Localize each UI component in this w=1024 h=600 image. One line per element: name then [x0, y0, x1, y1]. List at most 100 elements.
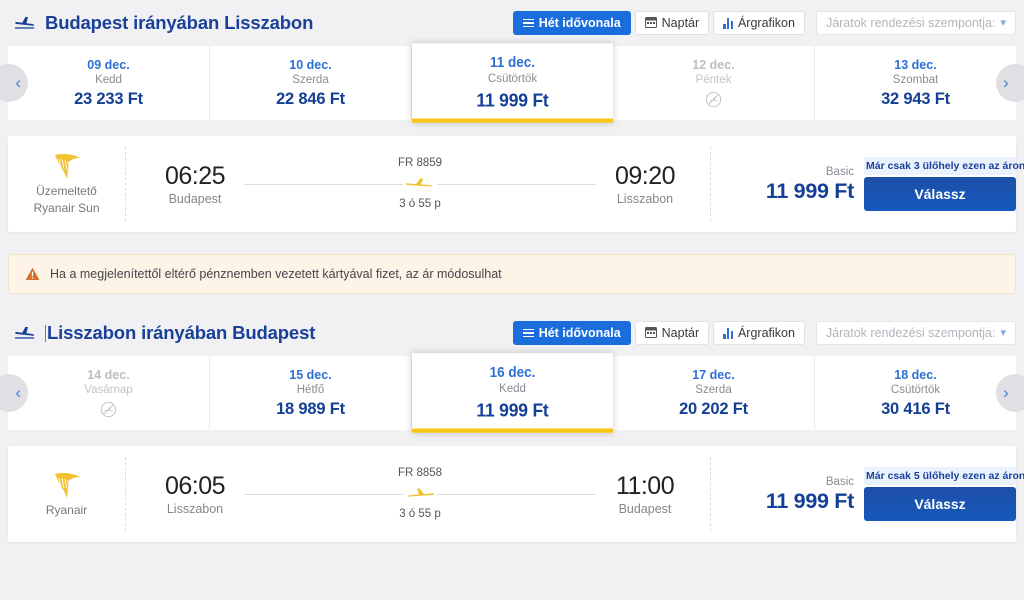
- tab-week-timeline-outbound[interactable]: Hét idővonala: [512, 11, 631, 35]
- fare-name: Basic: [825, 475, 854, 488]
- date-cell[interactable]: 17 dec. Szerda 20 202 Ft: [613, 356, 815, 430]
- inbound-date-strip: 14 dec. Vasárnap 15 dec. Hétfő 18 989 Ft…: [8, 353, 1016, 433]
- arrival-time: 09:20: [614, 162, 676, 190]
- next-week-button-outbound[interactable]: ›: [996, 64, 1024, 102]
- date-label: 12 dec.: [692, 58, 735, 72]
- sort-select-outbound[interactable]: Járatok rendezési szempontja: ▾: [815, 11, 1016, 35]
- flight-number: FR 8859: [397, 157, 443, 169]
- date-price: 22 846 Ft: [276, 89, 345, 108]
- date-cell[interactable]: 13 dec. Szombat 32 943 Ft: [815, 46, 1016, 120]
- arrival-city: Budapest: [618, 502, 672, 516]
- inbound-toolbar: Hét idővonala Naptár Árgrafikon Járatok …: [512, 321, 1016, 345]
- calendar-icon: [644, 16, 657, 31]
- date-cell[interactable]: 10 dec. Szerda 22 846 Ft: [210, 46, 412, 120]
- route-middle: FR 8858 3 ó 55 p: [244, 466, 596, 522]
- plane-icon-return: [403, 486, 437, 502]
- tab-price-chart-inbound[interactable]: Árgrafikon: [713, 321, 805, 345]
- outbound-date-strip-wrap: 09 dec. Kedd 23 233 Ft 10 dec. Szerda 22…: [0, 43, 1024, 123]
- weekday-label: Szerda: [292, 73, 329, 86]
- outbound-date-strip: 09 dec. Kedd 23 233 Ft 10 dec. Szerda 22…: [8, 43, 1016, 123]
- price-block: Basic 11 999 Ft Már csak 3 ülőhely ezen …: [710, 147, 1024, 221]
- date-price: 18 989 Ft: [276, 399, 345, 418]
- takeoff-plane-icon: [14, 16, 36, 30]
- flight-result-card-inbound[interactable]: Ryanair 06:05 Lisszabon FR 8858 3 ó 55 p…: [8, 446, 1024, 542]
- outbound-toolbar: Hét idővonala Naptár Árgrafikon Járatok …: [512, 11, 1016, 35]
- sort-select-label: Járatok rendezési szempontja:: [825, 16, 996, 30]
- warning-triangle-icon: [25, 267, 40, 281]
- inbound-section-header: Lisszabon irányában Budapest Hét idővona…: [0, 316, 1024, 350]
- date-price: 11 999 Ft: [476, 89, 549, 111]
- no-flight-icon: [100, 401, 117, 418]
- date-cell-selected[interactable]: 16 dec. Kedd 11 999 Ft: [412, 353, 613, 433]
- weekday-label: Péntek: [695, 74, 732, 86]
- airline-block: Üzemeltető Ryanair Sun: [8, 147, 126, 221]
- price-block: Basic 11 999 Ft Már csak 5 ülőhely ezen …: [710, 457, 1024, 531]
- airline-name: Ryanair Sun: [33, 201, 100, 215]
- airline-block: Ryanair: [8, 457, 126, 531]
- weekday-label: Csütörtök: [487, 72, 538, 86]
- currency-warning-banner: Ha a megjelenítettől eltérő pénznemben v…: [8, 254, 1016, 294]
- route-block: 06:25 Budapest FR 8859 3 ó 55 p 09:20 Li…: [126, 156, 710, 212]
- date-label: 14 dec.: [87, 368, 130, 382]
- flight-price: 11 999 Ft: [765, 488, 854, 513]
- fare-info: Basic 11 999 Ft: [723, 475, 864, 514]
- selected-indicator-bar: [412, 428, 613, 433]
- chevron-left-icon: ‹: [15, 73, 21, 92]
- takeoff-plane-icon: [14, 326, 36, 340]
- departure-time: 06:05: [164, 472, 226, 500]
- calendar-icon: [644, 326, 657, 341]
- tab-price-chart-label: Árgrafikon: [737, 16, 795, 30]
- chevron-down-icon: ▾: [1000, 326, 1006, 339]
- weekday-label: Hétfő: [296, 383, 325, 396]
- sort-select-label: Járatok rendezési szempontja:: [825, 326, 996, 340]
- route-block: 06:05 Lisszabon FR 8858 3 ó 55 p 11:00 B…: [126, 466, 710, 522]
- date-label: 15 dec.: [289, 367, 332, 382]
- departure-time: 06:25: [164, 162, 226, 190]
- date-cell[interactable]: 09 dec. Kedd 23 233 Ft: [8, 46, 210, 120]
- arrival-time: 11:00: [615, 472, 675, 500]
- cta-block: Már csak 5 ülőhely ezen az áron Válassz: [864, 466, 1024, 521]
- inbound-title: Lisszabon irányában Budapest: [45, 322, 315, 344]
- select-flight-button[interactable]: Válassz: [864, 486, 1016, 521]
- flight-number: FR 8858: [397, 467, 443, 479]
- inbound-date-strip-wrap: 14 dec. Vasárnap 15 dec. Hétfő 18 989 Ft…: [0, 353, 1024, 433]
- date-price: 30 416 Ft: [881, 399, 950, 418]
- outbound-section-header: Budapest irányában Lisszabon Hét idővona…: [0, 6, 1024, 40]
- warning-text: Ha a megjelenítettől eltérő pénznemben v…: [50, 267, 502, 281]
- date-cell-disabled: 14 dec. Vasárnap: [8, 356, 210, 430]
- tab-calendar-outbound[interactable]: Naptár: [634, 11, 710, 35]
- tab-price-chart-label: Árgrafikon: [737, 326, 795, 340]
- next-week-button-inbound[interactable]: ›: [996, 374, 1024, 412]
- weekday-label: Kedd: [499, 382, 526, 396]
- date-label: 09 dec.: [87, 57, 130, 72]
- weekday-label: Szombat: [892, 73, 939, 86]
- date-cell[interactable]: 15 dec. Hétfő 18 989 Ft: [210, 356, 412, 430]
- outbound-title: Budapest irányában Lisszabon: [45, 12, 314, 33]
- date-price: 20 202 Ft: [679, 399, 748, 418]
- weekday-label: Csütörtök: [890, 383, 941, 396]
- cta-block: Már csak 3 ülőhely ezen az áron Válassz: [864, 156, 1024, 211]
- tab-calendar-inbound[interactable]: Naptár: [634, 321, 710, 345]
- tab-week-timeline-inbound[interactable]: Hét idővonala: [512, 321, 631, 345]
- select-flight-button[interactable]: Válassz: [864, 176, 1016, 211]
- date-label: 13 dec.: [894, 57, 937, 72]
- date-price: 32 943 Ft: [881, 89, 950, 108]
- date-label: 11 dec.: [489, 53, 536, 71]
- weekday-label: Szerda: [695, 383, 732, 396]
- date-price: 23 233 Ft: [74, 89, 143, 108]
- no-flight-icon: [705, 91, 722, 108]
- arrival-city: Lisszabon: [616, 192, 674, 206]
- sort-select-inbound[interactable]: Járatok rendezési szempontja: ▾: [815, 321, 1016, 345]
- date-label: 17 dec.: [692, 367, 735, 382]
- date-cell-disabled: 12 dec. Péntek: [613, 46, 815, 120]
- arrival-block: 09:20 Lisszabon: [602, 162, 688, 206]
- date-cell[interactable]: 18 dec. Csütörtök 30 416 Ft: [815, 356, 1016, 430]
- flight-result-card-outbound[interactable]: Üzemeltető Ryanair Sun 06:25 Budapest FR…: [8, 136, 1024, 232]
- tab-price-chart-outbound[interactable]: Árgrafikon: [713, 11, 805, 35]
- date-cell-selected[interactable]: 11 dec. Csütörtök 11 999 Ft: [412, 43, 613, 123]
- weekday-label: Kedd: [95, 73, 122, 86]
- chevron-right-icon: ›: [1003, 383, 1009, 402]
- tab-calendar-label: Naptár: [661, 326, 700, 340]
- arrival-block: 11:00 Budapest: [602, 472, 688, 516]
